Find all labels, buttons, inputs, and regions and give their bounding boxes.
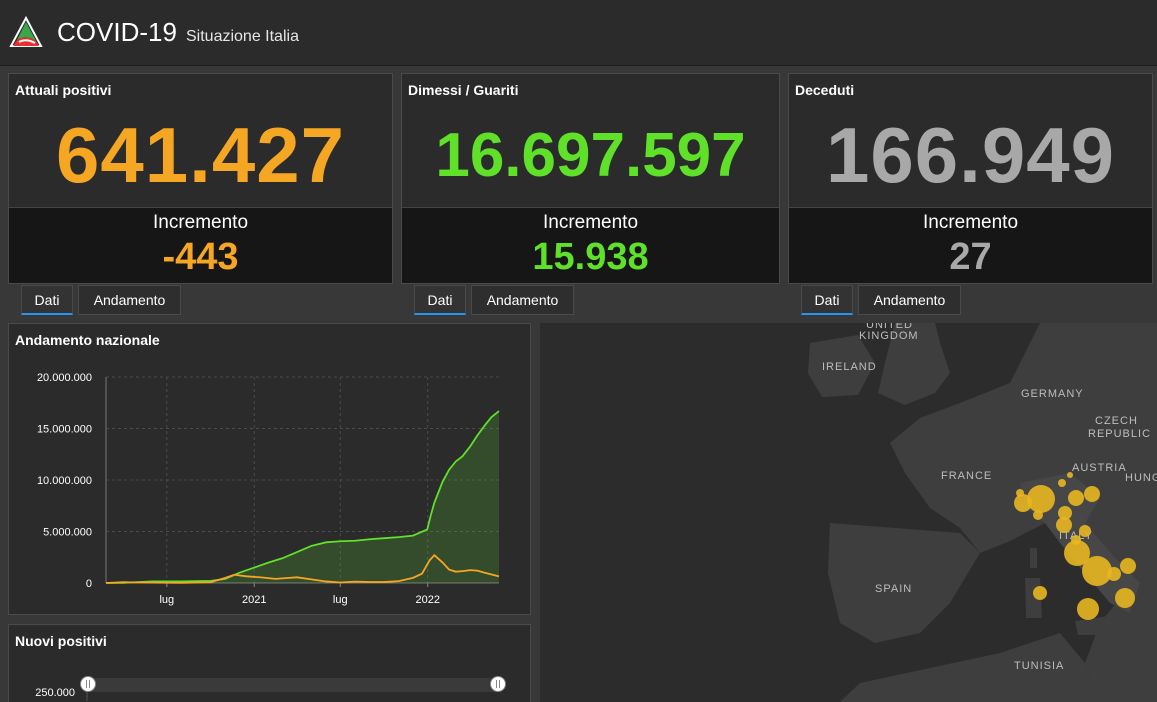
tabs-attuali-positivi: Dati Andamento (21, 285, 181, 315)
region-bubble[interactable] (1033, 510, 1043, 520)
region-bubble[interactable] (1082, 556, 1112, 586)
map-label-tunisia: TUNISIA (1014, 660, 1065, 672)
region-bubble[interactable] (1064, 540, 1090, 566)
region-bubble[interactable] (1058, 506, 1072, 520)
y-tick-label: 5.000.000 (43, 527, 92, 539)
chart-title: Andamento nazionale (15, 332, 160, 348)
card-title: Dimessi / Guariti (408, 82, 519, 98)
region-bubble[interactable] (1014, 494, 1032, 512)
series-line (105, 410, 500, 584)
attuali-positivi-value: 641.427 (56, 111, 345, 199)
map-label-germany: GERMANY (1021, 388, 1084, 400)
chart-title: Nuovi positivi (15, 633, 107, 649)
andamento-nazionale-panel: Andamento nazionale 0 5.000.000 10.000.000… (8, 323, 531, 615)
x-tick-label: 2022 (415, 594, 439, 606)
map-label-france: FRANCE (941, 470, 993, 482)
x-tick-label: lug (333, 594, 348, 606)
x-tick-label: 2021 (242, 594, 266, 606)
region-bubble[interactable] (1033, 586, 1047, 600)
card-dimessi-guariti: Dimessi / Guariti 16.697.597 Incremento … (401, 73, 780, 284)
increment-label: Incremento (922, 212, 1019, 233)
slider-end-handle[interactable] (490, 676, 506, 692)
map-label-united-kingdom: KINGDOM (859, 330, 919, 342)
protezione-civile-logo (9, 16, 43, 47)
app-subtitle: Situazione Italia (186, 28, 299, 45)
region-bubble[interactable] (1056, 517, 1072, 533)
region-bubble[interactable] (1067, 472, 1073, 478)
increment-value: 15.938 (532, 236, 649, 278)
map-label-hungary: HUNG (1125, 472, 1157, 484)
andamento-nazionale-chart[interactable]: 0 5.000.000 10.000.000 15.000.000 20.000.000… (9, 324, 530, 614)
region-bubble[interactable] (1115, 588, 1135, 608)
card-attuali-positivi: Attuali positivi 641.427 Incremento -443 (8, 73, 393, 284)
tab-andamento[interactable]: Andamento (78, 285, 181, 315)
map-label-austria: AUSTRIA (1072, 462, 1127, 474)
region-bubble[interactable] (1107, 567, 1121, 581)
increment-value: 27 (949, 236, 992, 278)
landmass-corsica (1030, 548, 1037, 568)
landmass-great-britain (878, 323, 950, 405)
map-view[interactable]: UNITED KINGDOM IRELAND GERMANY CZECH REP… (540, 323, 1157, 702)
increment-label: Incremento (542, 212, 639, 233)
nuovi-positivi-panel: Nuovi positivi 250.000 (8, 624, 531, 702)
y-tick-label: 10.000.000 (37, 475, 92, 487)
tab-andamento[interactable]: Andamento (471, 285, 574, 315)
landmass-sicily (1075, 615, 1115, 635)
increment-value: -443 (162, 236, 239, 278)
nuovi-positivi-chart: 250.000 (35, 678, 499, 701)
region-bubble[interactable] (1079, 525, 1091, 537)
map-label-united-kingdom: UNITED (866, 323, 913, 331)
region-bubble[interactable] (1084, 486, 1100, 502)
x-tick-label: lug (159, 594, 174, 606)
slider-track (89, 678, 499, 692)
tabs-deceduti: Dati Andamento (801, 285, 961, 315)
region-bubble[interactable] (1077, 598, 1099, 620)
map-label-czech-republic: REPUBLIC (1088, 428, 1152, 440)
card-title: Deceduti (795, 82, 855, 98)
tab-andamento[interactable]: Andamento (858, 285, 961, 315)
map-bubbles-layer (1014, 472, 1136, 620)
y-tick-label: 20.000.000 (37, 372, 92, 384)
region-bubble[interactable] (1058, 479, 1066, 487)
tab-dati[interactable]: Dati (21, 285, 73, 315)
landmass-north-africa (840, 633, 1100, 702)
card-title: Attuali positivi (15, 82, 112, 98)
app-title: COVID-19 (57, 17, 177, 47)
app-header: COVID-19 Situazione Italia (0, 0, 1157, 66)
landmass-ireland (808, 335, 875, 397)
increment-box: Incremento -443 (9, 207, 392, 283)
y-tick-label: 15.000.000 (37, 424, 92, 436)
card-deceduti: Deceduti 166.949 Incremento 27 (788, 73, 1153, 284)
dimessi-guariti-value: 16.697.597 (435, 121, 746, 190)
tab-dati[interactable]: Dati (414, 285, 466, 315)
map-label-spain: SPAIN (875, 583, 913, 595)
region-bubble[interactable] (1068, 490, 1084, 506)
landmass-continental-europe (890, 323, 1157, 702)
region-bubble[interactable] (1016, 489, 1024, 497)
y-tick-label: 0 (86, 578, 92, 590)
increment-box: Incremento 27 (789, 207, 1152, 283)
increment-box: Incremento 15.938 (402, 207, 779, 283)
slider-start-handle[interactable] (80, 676, 96, 692)
region-bubble[interactable] (1120, 558, 1136, 574)
map-label-ireland: IRELAND (822, 361, 877, 373)
series-line (105, 553, 500, 584)
series-area (106, 411, 499, 583)
y-tick-label: 250.000 (35, 687, 75, 699)
tabs-dimessi-guariti: Dati Andamento (414, 285, 574, 315)
tab-dati[interactable]: Dati (801, 285, 853, 315)
increment-label: Incremento (152, 212, 249, 233)
deceduti-value: 166.949 (826, 111, 1115, 199)
map-label-czech-republic: CZECH (1095, 415, 1138, 427)
landmass-iberia (828, 523, 980, 643)
region-bubble[interactable] (1027, 485, 1055, 513)
